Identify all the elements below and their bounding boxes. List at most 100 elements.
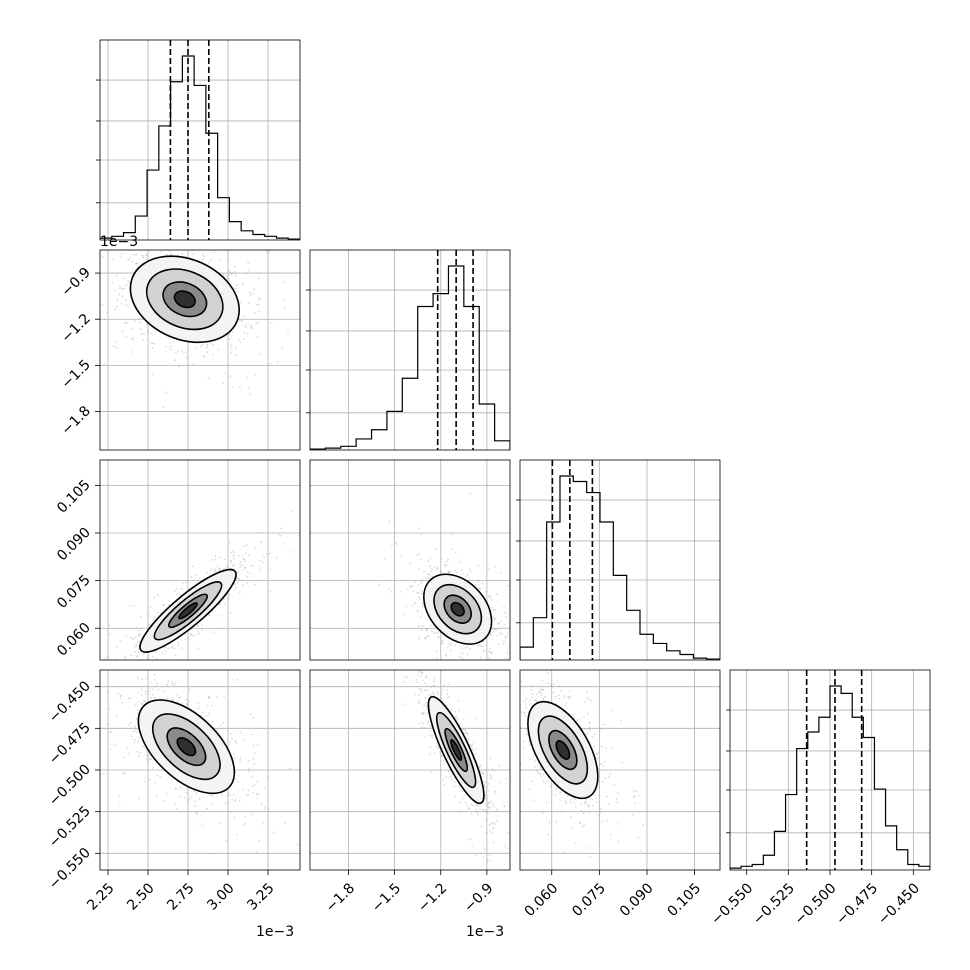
scatter-point [218, 556, 221, 559]
scatter-point [162, 690, 165, 693]
scatter-point [421, 602, 424, 605]
scatter-point [147, 662, 149, 664]
scatter-point [117, 680, 119, 682]
scatter-point [197, 707, 200, 710]
scatter-point [253, 288, 256, 290]
scatter-point [237, 780, 239, 783]
scatter-point [207, 712, 210, 715]
scatter-point [490, 776, 492, 778]
scatter-point [263, 808, 266, 810]
scatter-point [202, 711, 205, 714]
scatter-point [235, 274, 237, 276]
scatter-point [409, 562, 412, 564]
scatter-point [181, 788, 184, 791]
scatter-point [103, 772, 105, 775]
scatter-point [539, 688, 542, 691]
scatter-point [517, 701, 519, 703]
scatter-point [205, 807, 208, 810]
scatter-point [136, 712, 139, 714]
scatter-point [491, 802, 494, 805]
scatter-point [305, 857, 307, 859]
scatter-point [229, 611, 232, 614]
scatter-point [301, 753, 303, 755]
scatter-point [236, 678, 239, 681]
scatter-point [501, 664, 503, 666]
scatter-point [570, 798, 573, 801]
scatter-point [424, 726, 426, 729]
scatter-point [610, 709, 613, 712]
scatter-point [120, 690, 122, 692]
scatter-point [138, 317, 140, 320]
scatter-point [426, 689, 428, 692]
scatter-point [448, 570, 451, 573]
scatter-point [485, 859, 488, 862]
scatter-point [512, 669, 514, 671]
scatter-point [503, 805, 506, 807]
scatter-point [108, 624, 111, 626]
scatter-point [432, 693, 435, 696]
scatter-point [142, 700, 145, 703]
scatter-point [425, 629, 428, 632]
scatter-point [447, 558, 449, 560]
scatter-point [421, 657, 423, 659]
scatter-point [227, 258, 230, 261]
scatter-point [208, 696, 210, 699]
scatter-point [434, 752, 436, 754]
scatter-point [493, 805, 495, 808]
scatter-point [449, 775, 452, 778]
scatter-point [247, 760, 250, 762]
scatter-point [539, 773, 542, 776]
scatter-point [491, 768, 494, 771]
scatter-point [489, 651, 492, 653]
scatter-point [417, 584, 420, 586]
scatter-point [539, 691, 541, 693]
scatter-point [222, 273, 225, 276]
scatter-point [540, 688, 542, 691]
scatter-point [219, 822, 222, 825]
scatter-point [477, 644, 480, 647]
scatter-point [525, 703, 527, 706]
scatter-point [487, 650, 490, 653]
scatter-point [428, 724, 431, 727]
scatter-point [588, 726, 591, 729]
scatter-point [159, 250, 162, 253]
scatter-point [236, 577, 239, 580]
scatter-point [492, 616, 495, 619]
scatter-point [416, 681, 419, 684]
scatter-point [471, 747, 474, 750]
scatter-point [488, 829, 491, 832]
scatter-point [450, 644, 453, 647]
scatter-point [584, 803, 586, 806]
scatter-point [158, 676, 160, 678]
scatter-point [127, 279, 129, 282]
scatter-point [233, 757, 236, 760]
scatter-point [388, 520, 391, 523]
scatter-point [474, 717, 477, 720]
scatter-point [265, 251, 268, 254]
scatter-point [121, 287, 124, 290]
scatter-point [132, 637, 135, 640]
scatter-point [134, 635, 137, 638]
scatter-point [558, 685, 561, 688]
scatter-point [464, 647, 467, 649]
scatter-point [114, 672, 116, 674]
scatter-point [267, 776, 270, 778]
histogram-0 [100, 55, 300, 240]
scatter-point [493, 618, 496, 621]
scatter-point [166, 697, 169, 700]
scatter-point [454, 551, 457, 554]
scatter-point [231, 386, 234, 388]
scatter-point [617, 840, 620, 843]
scatter-point [492, 841, 495, 844]
scatter-point [150, 332, 153, 335]
scatter-point [200, 345, 203, 348]
scatter-point [190, 633, 193, 636]
scatter-point [428, 694, 430, 696]
scatter-point [423, 736, 426, 738]
scatter-point [547, 672, 549, 674]
scatter-point [170, 217, 172, 219]
scatter-point [135, 750, 138, 753]
scatter-point [505, 637, 507, 640]
contour-core [450, 601, 465, 617]
scatter-point [214, 570, 217, 572]
